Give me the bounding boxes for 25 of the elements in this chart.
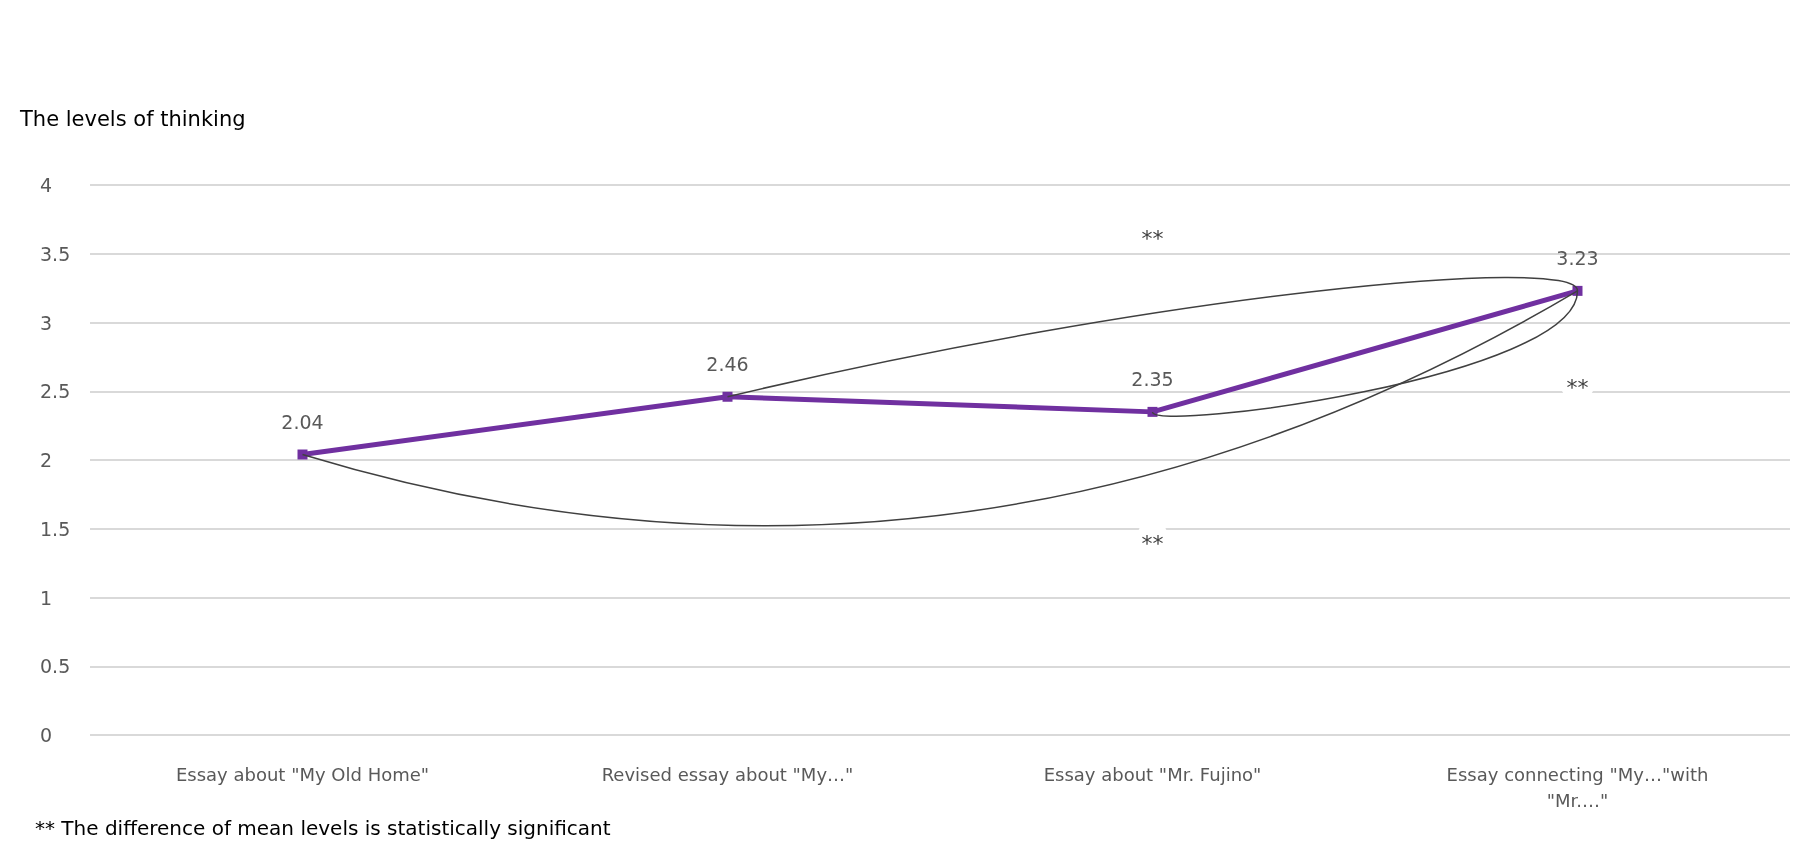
annotation: ** [1141,531,1164,557]
data-label: 2.35 [1131,368,1174,391]
data-label: 2.04 [281,411,324,433]
y-tick-label: 0 [40,724,53,746]
x-tick-label: Essay connecting "My…"with "Mr.…" [1446,763,1709,811]
data-label: 3.23 [1556,247,1599,270]
y-tick-label: 1 [40,586,53,609]
text: ** The difference of mean levels is statistically significant [35,816,611,840]
y-tick-label: 4 [40,174,53,196]
y-tick-label: 0.5 [40,655,71,678]
y-tick-label: 2 [40,449,53,471]
point [722,391,733,402]
data-label: 2.46 [706,353,749,376]
x-tick-label: Revised essay about "My…" [601,763,854,785]
y-tick-label: 2.5 [40,380,71,403]
x-tick-label: Essay about "My Old Home" [175,763,430,785]
y-tick-label: 3.5 [40,242,71,265]
point [1147,406,1158,417]
x-tick-label: Essay about "Mr. Fujino" [1043,763,1262,785]
annotation: ** [1566,374,1589,400]
y-tick-label: 1.5 [40,517,71,540]
y-axis-title: The levels of thinking [19,106,246,131]
point [297,449,308,460]
annotation: ** [1141,226,1164,251]
y-tick-label: 3 [40,311,53,334]
